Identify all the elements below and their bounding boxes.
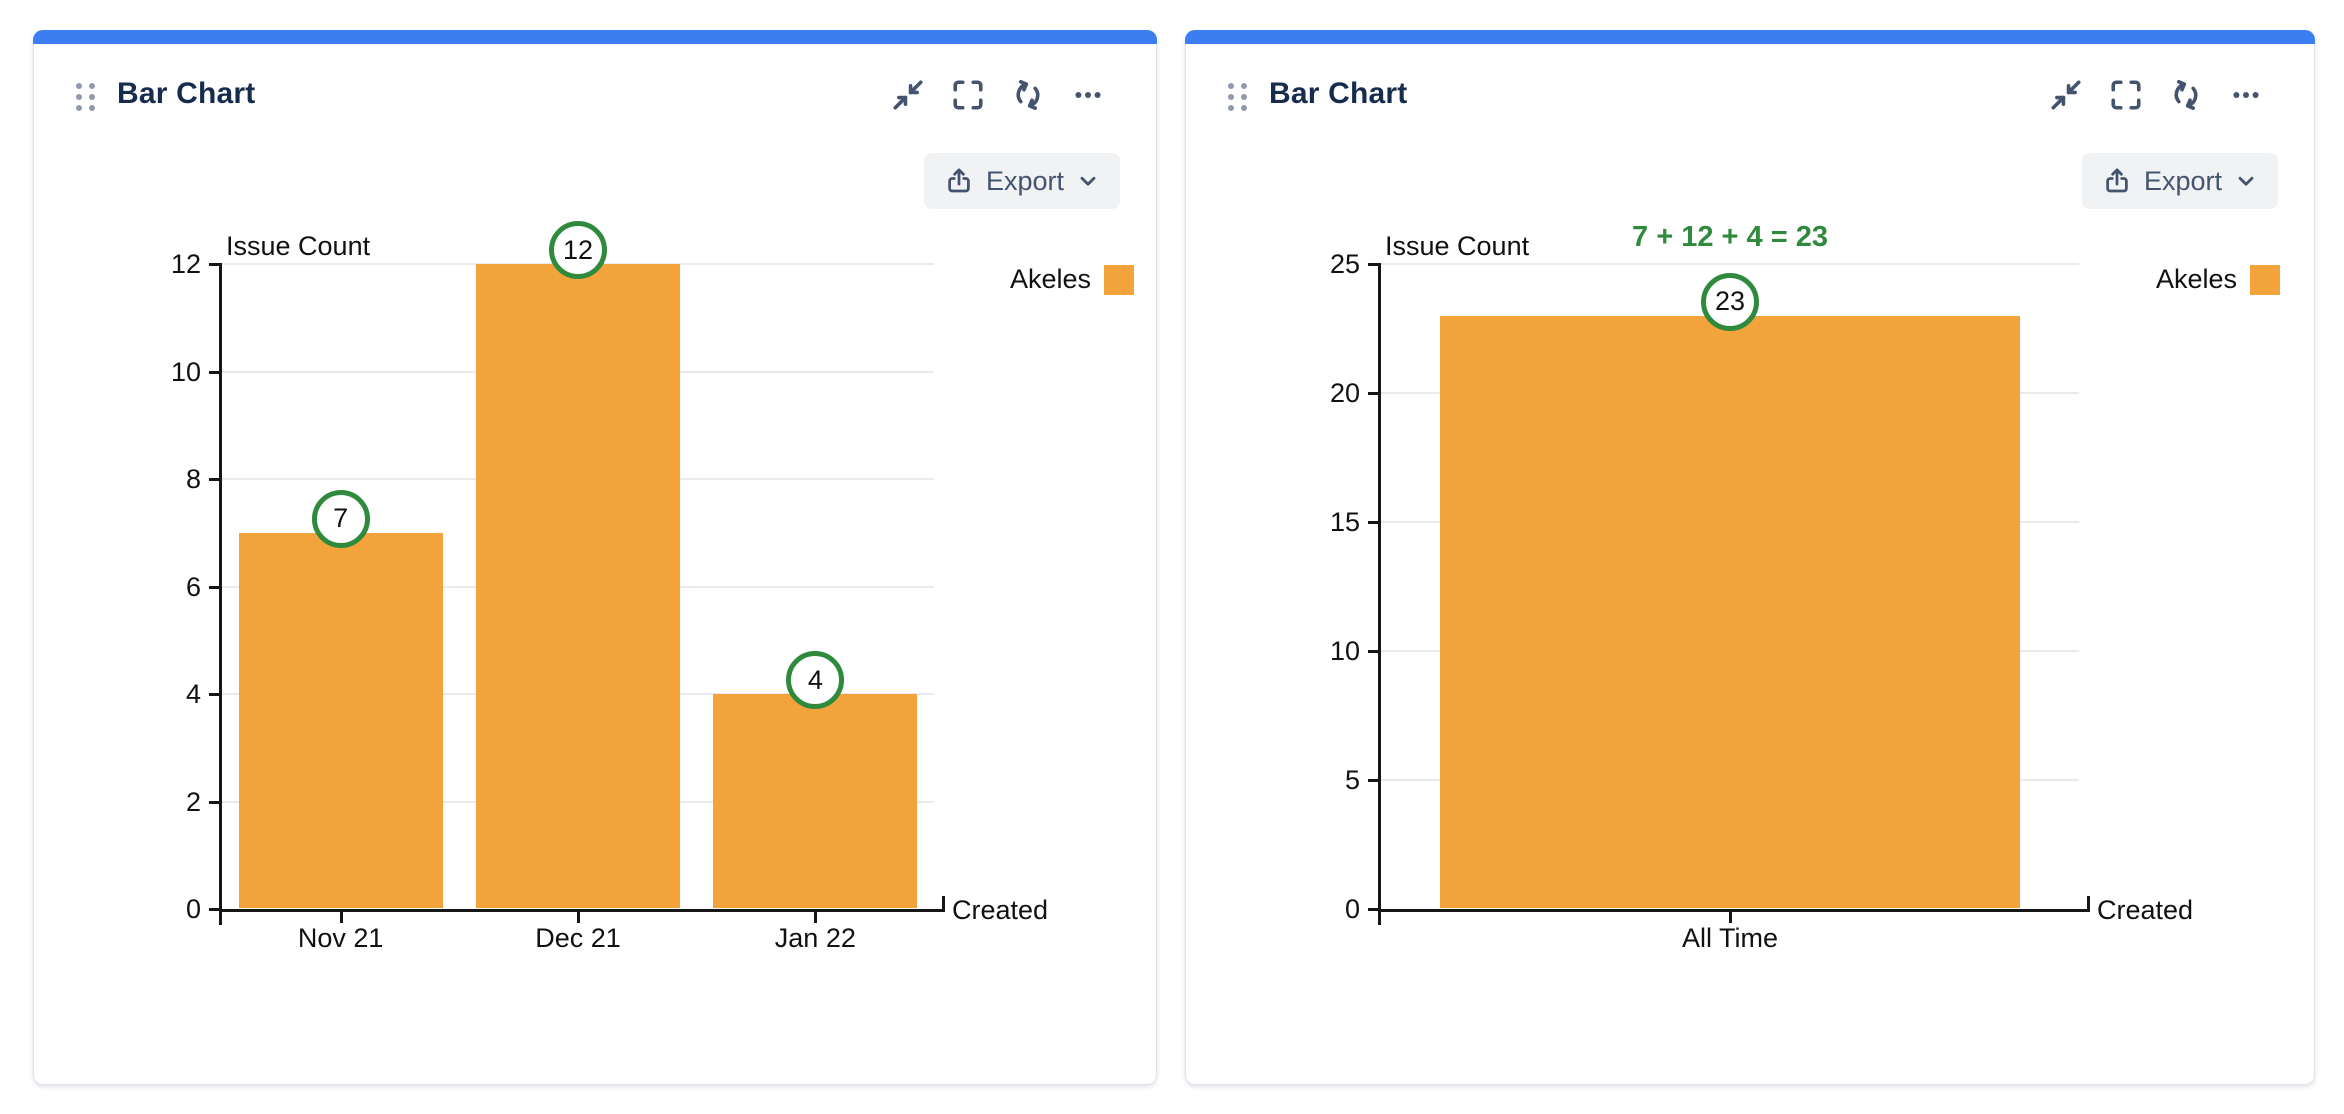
x-tick-label: Dec 21 xyxy=(535,923,621,953)
export-icon xyxy=(944,166,974,196)
data-label-circle: 4 xyxy=(786,651,845,709)
y-tick-label: 0 xyxy=(1344,894,1360,924)
y-axis xyxy=(219,263,222,925)
y-tick-label: 6 xyxy=(185,571,201,602)
more-icon[interactable] xyxy=(2226,75,2266,115)
y-axis-title: Issue Count xyxy=(1385,231,1530,261)
y-tick xyxy=(1368,908,1378,911)
y-tick-label: 25 xyxy=(1329,249,1360,279)
drag-handle-icon[interactable] xyxy=(1228,83,1247,111)
x-axis xyxy=(1378,909,2090,912)
legend-item[interactable]: Akeles xyxy=(1010,264,1134,295)
x-axis-title: Created xyxy=(952,895,1049,925)
data-label-circle: 7 xyxy=(311,489,370,548)
x-tick-label: All Time xyxy=(1681,923,1779,953)
y-tick xyxy=(209,693,219,696)
chevron-down-icon xyxy=(2234,169,2258,193)
y-tick xyxy=(209,263,219,266)
legend-label: Akeles xyxy=(2155,264,2237,294)
refresh-icon[interactable] xyxy=(1008,75,1048,115)
y-axis-title: Issue Count xyxy=(226,231,371,261)
y-tick-label: 4 xyxy=(185,679,201,709)
y-tick-label: 20 xyxy=(1329,378,1360,408)
y-tick xyxy=(209,370,219,374)
legend-swatch xyxy=(1104,264,1134,295)
x-tick xyxy=(577,912,580,923)
bar-chart-plot: Issue Count 7 + 12 + 4 = 23 0 5 10 15 20 25 23 Al… xyxy=(1186,31,2314,1084)
x-axis-end-tick xyxy=(942,896,945,909)
bar-nov-21[interactable] xyxy=(238,532,443,908)
export-icon xyxy=(2102,166,2132,196)
y-tick-label: 10 xyxy=(170,356,201,387)
y-tick xyxy=(209,800,219,804)
collapse-icon[interactable] xyxy=(888,75,928,115)
fullscreen-icon[interactable] xyxy=(948,75,988,115)
x-tick-label: Nov 21 xyxy=(297,923,384,953)
y-axis xyxy=(1378,263,1381,925)
y-tick xyxy=(209,908,219,911)
x-tick xyxy=(814,912,818,923)
gadget-title: Bar Chart xyxy=(1269,77,1408,110)
y-tick xyxy=(1368,650,1378,653)
bar-dec-21[interactable] xyxy=(475,264,681,908)
gridline xyxy=(1381,263,2079,265)
gadget-toolbar xyxy=(888,75,1108,115)
y-tick-label: 15 xyxy=(1329,507,1360,537)
bar-jan-22[interactable] xyxy=(713,694,918,908)
refresh-icon[interactable] xyxy=(2166,75,2206,115)
y-tick xyxy=(1368,392,1378,395)
export-button[interactable]: Export xyxy=(2081,153,2278,209)
y-tick-label: 8 xyxy=(185,464,201,494)
x-axis-end-tick xyxy=(2087,896,2090,909)
export-label: Export xyxy=(2143,165,2222,196)
y-tick-label: 12 xyxy=(170,249,201,279)
bar-chart-plot: Issue Count 0 2 4 6 8 10 12 7 Nov 21 12 Dec 21 4 Jan … xyxy=(34,31,1156,1084)
chevron-down-icon xyxy=(1076,169,1100,193)
gadget-accent-bar xyxy=(33,30,1157,44)
drag-handle-icon[interactable] xyxy=(76,83,95,111)
data-label-circle: 23 xyxy=(1701,272,1759,331)
gadget-accent-bar xyxy=(1185,30,2315,44)
y-tick xyxy=(209,478,219,481)
y-tick xyxy=(209,585,219,589)
export-label: Export xyxy=(985,165,1064,196)
gadget-title: Bar Chart xyxy=(117,77,256,110)
legend-swatch xyxy=(2250,264,2280,295)
y-tick-label: 5 xyxy=(1344,765,1360,795)
y-tick-label: 10 xyxy=(1329,636,1360,666)
export-button[interactable]: Export xyxy=(923,153,1120,209)
x-tick xyxy=(1729,912,1732,923)
y-tick-label: 0 xyxy=(185,894,201,924)
y-tick xyxy=(1368,263,1378,266)
collapse-icon[interactable] xyxy=(2046,75,2086,115)
gadget-toolbar xyxy=(2046,75,2266,115)
bar-all-time[interactable] xyxy=(1440,315,2020,908)
gadget-card-left: Bar Chart xyxy=(33,30,1157,1085)
y-tick-label: 2 xyxy=(185,786,201,817)
y-tick xyxy=(1368,779,1378,782)
legend-item[interactable]: Akeles xyxy=(2156,264,2280,295)
data-label-circle: 12 xyxy=(549,221,607,279)
x-axis xyxy=(219,909,945,912)
x-axis-title: Created xyxy=(2097,895,2194,925)
gadget-card-right: Bar Chart xyxy=(1185,30,2315,1085)
legend-label: Akeles xyxy=(1009,264,1091,294)
x-tick xyxy=(339,912,343,923)
y-tick xyxy=(1368,521,1378,524)
x-tick-label: Jan 22 xyxy=(774,923,856,953)
sum-annotation: 7 + 12 + 4 = 23 xyxy=(1632,221,1828,253)
more-icon[interactable] xyxy=(1068,75,1108,115)
fullscreen-icon[interactable] xyxy=(2106,75,2146,115)
